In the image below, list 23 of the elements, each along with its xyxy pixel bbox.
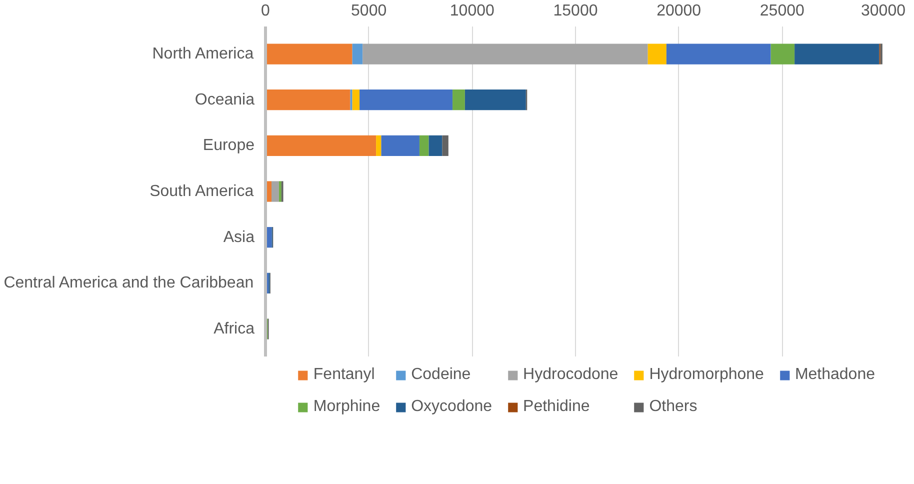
- legend-label: Pethidine: [523, 398, 590, 416]
- y-tick-label: Oceania: [194, 91, 255, 108]
- x-tick-label: 15000: [553, 2, 598, 20]
- y-tick-label: Asia: [223, 228, 255, 246]
- x-tick-label: 10000: [450, 2, 495, 20]
- x-tick-label: 30000: [861, 2, 906, 20]
- legend-label: Oxycodone: [411, 398, 492, 416]
- y-tick-label: Europe: [202, 137, 255, 154]
- legend-label: Methadone: [794, 366, 875, 384]
- legend-label: Fentanyl: [313, 366, 375, 384]
- x-tick-label: 25000: [760, 2, 805, 20]
- x-tick-label: 20000: [656, 2, 702, 20]
- x-tick-label: 5000: [351, 2, 387, 20]
- y-tick-label: Central America and the Caribbean: [4, 274, 254, 292]
- legend-label: Hydrocodone: [523, 366, 618, 384]
- legend-label: Codeine: [411, 366, 471, 384]
- y-tick-label: South America: [150, 183, 254, 200]
- legend-label: Others: [649, 398, 698, 416]
- y-tick-label: Africa: [214, 320, 255, 338]
- y-tick-label: North America: [152, 46, 254, 62]
- x-tick-label: 0: [261, 2, 270, 20]
- legend-label: Hydromorphone: [649, 366, 764, 384]
- legend-label: Morphine: [313, 398, 380, 416]
